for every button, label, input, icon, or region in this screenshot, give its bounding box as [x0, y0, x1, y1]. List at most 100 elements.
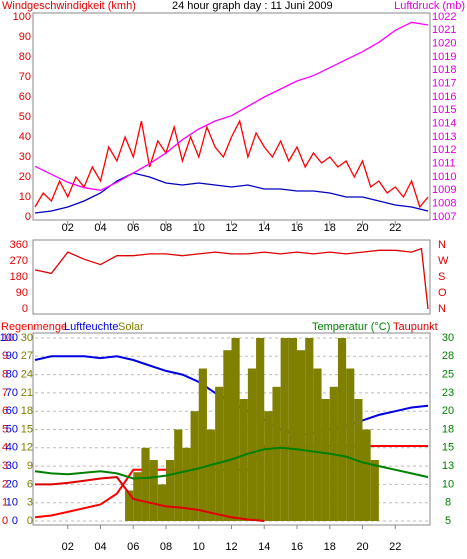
y-tick-label: 90: [6, 350, 18, 362]
legend-label: Regenmenge: [1, 321, 67, 333]
y-tick-label: 10: [442, 478, 454, 490]
y-tick-label: 1016: [432, 91, 456, 103]
data-line: [34, 446, 429, 480]
x-tick-label: 12: [225, 541, 237, 553]
y-tick-label: 0: [27, 515, 33, 527]
data-line: [34, 172, 429, 214]
y-tick-label: 25: [442, 369, 454, 381]
y-tick-label: O: [438, 287, 447, 299]
y-tick-label: 0: [22, 303, 28, 315]
y-tick-label: 1013: [432, 131, 456, 143]
y-tick-label: 30: [6, 460, 18, 472]
x-tick-label: 08: [160, 222, 172, 234]
x-tick-label: 04: [94, 541, 106, 553]
y-tick-label: 1022: [432, 11, 456, 23]
solar-bar: [182, 447, 191, 521]
y-tick-label: 10: [19, 191, 31, 203]
y-tick-label: 1009: [432, 184, 456, 196]
x-tick-label: 16: [291, 222, 303, 234]
y-tick-label: 50: [6, 423, 18, 435]
y-tick-label: 1011: [432, 158, 456, 170]
y-tick-label: 100: [0, 332, 18, 344]
y2-axis-label: Luftdruck (mb): [394, 0, 465, 12]
solar-bar: [272, 386, 281, 521]
y-tick-label: 70: [6, 387, 18, 399]
y-tick-label: 18: [21, 405, 33, 417]
solar-bar: [206, 429, 216, 521]
y-tick-label: 1014: [432, 118, 456, 130]
legend-label: Temperatur (°C): [312, 321, 390, 333]
y-tick-label: 40: [19, 131, 31, 143]
y-tick-label: 0: [2, 515, 8, 527]
wind-panel: [32, 12, 431, 221]
x-tick-label: 18: [324, 541, 336, 553]
y-tick-label: 1015: [432, 104, 456, 116]
y-tick-label: 15: [442, 442, 454, 454]
solar-bar: [370, 460, 379, 521]
y-tick-label: 70: [19, 71, 31, 83]
y-tick-label: 21: [21, 387, 33, 399]
solar-bar: [157, 484, 166, 521]
y-axis-label: Windgeschwindigkeit (kmh): [2, 0, 136, 12]
solar-bar: [321, 399, 330, 521]
solar-bar: [313, 368, 322, 521]
y-tick-label: 18: [442, 423, 454, 435]
y-tick-label: 6: [27, 478, 33, 490]
y-tick-label: 360: [10, 239, 28, 251]
solar-bar: [256, 338, 265, 521]
solar-bar: [141, 447, 150, 521]
y-tick-label: 20: [442, 405, 454, 417]
y-tick-label: 80: [6, 369, 18, 381]
solar-bar: [125, 490, 134, 521]
y-tick-label: 23: [442, 387, 454, 399]
y-tick-label: 0: [25, 211, 31, 223]
y-tick-label: 20: [19, 171, 31, 183]
y-tick-label: 12: [21, 442, 33, 454]
y-tick-label: 1007: [432, 211, 456, 223]
y-tick-label: 24: [21, 369, 33, 381]
y-tick-label: 60: [19, 91, 31, 103]
x-tick-label: 18: [324, 222, 336, 234]
x-tick-label: 02: [62, 222, 74, 234]
y-tick-label: N: [438, 303, 446, 315]
y-tick-label: 28: [442, 350, 454, 362]
x-tick-label: 08: [160, 541, 172, 553]
x-tick-label: 20: [356, 541, 368, 553]
solar-bar: [280, 338, 289, 521]
x-tick-label: 16: [291, 541, 303, 553]
x-tick-label: 14: [258, 222, 270, 234]
x-tick-label: 10: [193, 541, 205, 553]
y-tick-label: 3: [2, 460, 8, 472]
y-tick-label: 90: [16, 287, 28, 299]
x-tick-label: 06: [127, 541, 139, 553]
x-tick-label: 14: [258, 541, 270, 553]
chart-title: 24 hour graph day : 11 Juni 2009: [172, 0, 333, 12]
y-tick-label: 8: [2, 369, 8, 381]
solar-bar: [174, 429, 183, 521]
y-tick-label: 50: [19, 111, 31, 123]
y-tick-label: 8: [445, 497, 451, 509]
y-tick-label: 5: [2, 423, 8, 435]
y-tick-label: 9: [2, 350, 8, 362]
y-tick-label: 10: [2, 332, 14, 344]
data-line: [34, 247, 429, 310]
solar-bar: [247, 368, 257, 521]
solar-bar: [190, 411, 199, 521]
y-tick-label: 0: [12, 515, 18, 527]
solar-bar: [297, 350, 306, 521]
solar-bar: [149, 460, 158, 521]
data-line: [35, 476, 265, 522]
y-tick-label: 270: [10, 255, 28, 267]
y-tick-label: 100: [13, 11, 31, 23]
y-tick-label: 1: [2, 497, 8, 509]
y-tick-label: 90: [19, 31, 31, 43]
y-tick-label: 7: [2, 387, 8, 399]
legend-label: Taupunkt: [393, 321, 438, 333]
y-tick-label: 30: [442, 332, 454, 344]
y-tick-label: 1008: [432, 198, 456, 210]
y-tick-label: 27: [21, 350, 33, 362]
solar-bar: [166, 460, 175, 521]
x-tick-label: 04: [94, 222, 106, 234]
y-tick-label: 1020: [432, 38, 456, 50]
